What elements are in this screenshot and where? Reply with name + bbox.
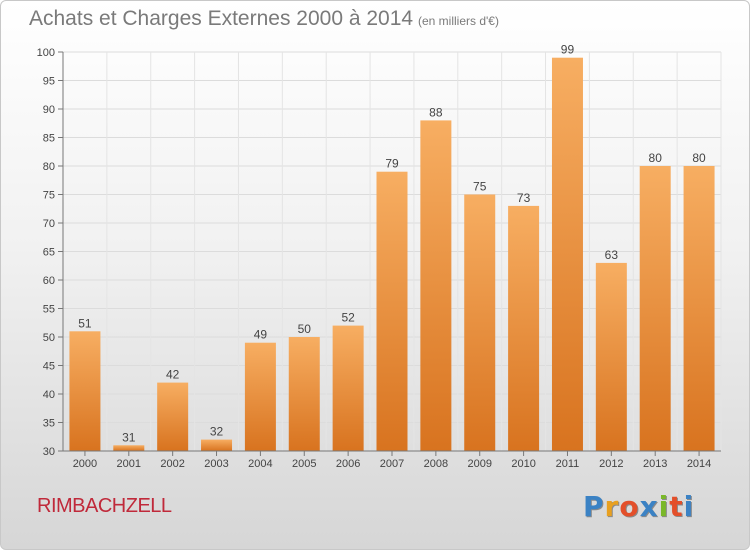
x-tick-label: 2000 bbox=[73, 458, 97, 470]
bar bbox=[376, 171, 408, 451]
bar bbox=[69, 331, 101, 451]
logo-letter: o bbox=[619, 490, 640, 523]
x-tick-label: 2001 bbox=[117, 458, 141, 470]
data-label: 80 bbox=[649, 151, 663, 165]
logo-letter: x bbox=[639, 490, 659, 523]
labels: 30 35 40 45 50 55 60 65 70 75 80 85 90 95 100 51 2000 31 2… bbox=[37, 43, 712, 470]
bar bbox=[420, 120, 452, 452]
bar bbox=[551, 57, 583, 451]
logo-letter: P bbox=[583, 490, 605, 523]
y-tick-label: 90 bbox=[43, 104, 55, 116]
data-label: 75 bbox=[473, 180, 487, 194]
bar bbox=[595, 262, 627, 451]
data-label: 79 bbox=[385, 157, 399, 171]
data-label: 51 bbox=[78, 316, 92, 330]
data-label: 32 bbox=[210, 425, 224, 439]
y-tick-label: 35 bbox=[43, 418, 55, 430]
chart-subtitle: (en milliers d'€) bbox=[418, 14, 499, 28]
bar bbox=[332, 325, 364, 451]
bar bbox=[201, 439, 233, 451]
logo-letter: i bbox=[683, 490, 695, 523]
bar bbox=[464, 194, 496, 451]
bar bbox=[288, 337, 320, 451]
bar bbox=[157, 382, 189, 451]
y-tick-label: 70 bbox=[43, 218, 55, 230]
axes bbox=[58, 51, 721, 456]
bar bbox=[244, 342, 276, 451]
x-tick-label: 2008 bbox=[424, 458, 448, 470]
bar bbox=[683, 166, 715, 451]
x-tick-label: 2012 bbox=[599, 458, 623, 470]
y-tick-label: 40 bbox=[43, 389, 55, 401]
x-tick-label: 2006 bbox=[336, 458, 360, 470]
x-tick-label: 2014 bbox=[687, 458, 711, 470]
bar bbox=[113, 445, 145, 451]
x-tick-label: 2003 bbox=[204, 458, 228, 470]
data-label: 63 bbox=[605, 248, 619, 262]
data-label: 73 bbox=[517, 191, 531, 205]
y-tick-label: 85 bbox=[43, 133, 55, 145]
data-label: 49 bbox=[254, 328, 268, 342]
data-label: 42 bbox=[166, 368, 180, 382]
logo-letter: r bbox=[604, 490, 620, 523]
bar bbox=[508, 205, 540, 451]
y-tick-label: 30 bbox=[43, 446, 55, 458]
x-tick-label: 2004 bbox=[248, 458, 272, 470]
bars bbox=[69, 57, 715, 452]
chart-title: Achats et Charges Externes 2000 à 2014 bbox=[29, 7, 414, 30]
x-tick-label: 2007 bbox=[380, 458, 404, 470]
data-label: 80 bbox=[692, 151, 706, 165]
y-tick-label: 60 bbox=[43, 275, 55, 287]
data-label: 50 bbox=[298, 322, 312, 336]
bar bbox=[639, 166, 671, 451]
proxiti-logo: Proxiti bbox=[583, 490, 694, 523]
data-label: 99 bbox=[561, 43, 575, 57]
x-tick-label: 2013 bbox=[643, 458, 667, 470]
x-tick-label: 2009 bbox=[467, 458, 491, 470]
y-tick-label: 100 bbox=[37, 47, 55, 59]
y-tick-label: 65 bbox=[43, 247, 55, 259]
data-label: 88 bbox=[429, 105, 443, 119]
y-tick-label: 75 bbox=[43, 190, 55, 202]
logo-letter: i bbox=[658, 490, 670, 523]
data-label: 52 bbox=[341, 311, 355, 325]
y-tick-label: 80 bbox=[43, 161, 55, 173]
y-tick-label: 95 bbox=[43, 76, 55, 88]
x-tick-label: 2011 bbox=[556, 458, 580, 470]
commune-name: RIMBACHZELL bbox=[37, 495, 172, 517]
y-tick-label: 55 bbox=[43, 304, 55, 316]
x-tick-label: 2010 bbox=[511, 458, 535, 470]
y-tick-label: 50 bbox=[43, 332, 55, 344]
data-label: 31 bbox=[122, 430, 136, 444]
x-tick-label: 2002 bbox=[160, 458, 184, 470]
logo-letter: t bbox=[669, 490, 684, 523]
x-tick-label: 2005 bbox=[292, 458, 316, 470]
y-tick-label: 45 bbox=[43, 361, 55, 373]
